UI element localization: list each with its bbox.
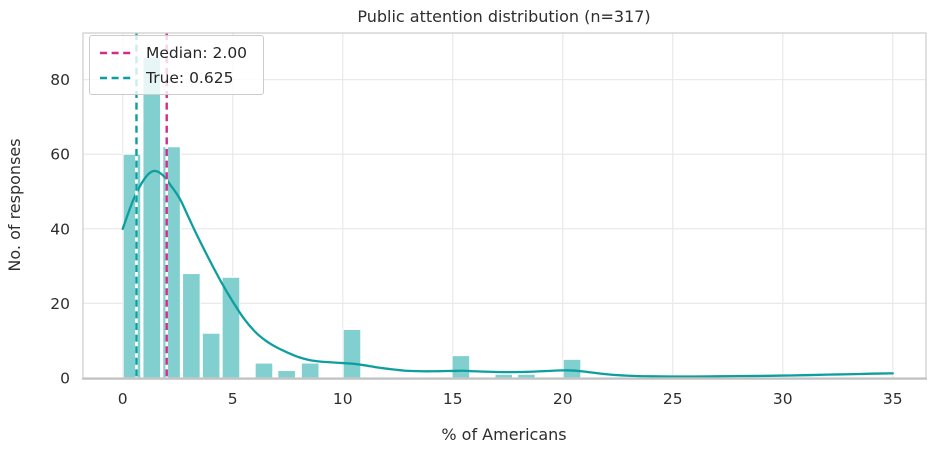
y-tick-label: 40 [50,220,70,238]
legend-item-true: True: 0.625 [99,65,247,90]
legend-item-median: Median: 2.00 [99,40,247,65]
x-tick-label: 0 [118,390,128,408]
histogram-bar [201,332,221,379]
y-tick-label: 60 [50,146,70,164]
x-tick-label: 15 [443,390,463,408]
x-axis-label: % of Americans [441,425,566,444]
histogram-bar [562,358,582,379]
histogram-bar [142,56,162,379]
histogram-bar [277,370,296,379]
x-tick-label: 25 [663,390,683,408]
histogram-bar [221,276,241,379]
true-dashed-line-swatch [100,76,132,79]
legend-label-true: True: 0.625 [146,68,234,87]
x-tick-label: 30 [773,390,793,408]
histogram-bar [342,329,362,379]
histogram-bar [182,273,201,379]
histogram-bar [451,355,471,379]
legend: Median: 2.00 True: 0.625 [89,35,265,95]
histogram-bar [300,362,320,379]
legend-label-median: Median: 2.00 [146,43,248,62]
median-dashed-line-swatch [100,51,132,54]
x-tick-label: 20 [553,390,573,408]
histogram-bar [254,362,274,379]
x-tick-label: 35 [883,390,903,408]
y-tick-label: 80 [50,71,70,89]
y-tick-label: 20 [50,295,70,313]
x-tick-label: 5 [228,390,238,408]
kde-curve [121,169,894,378]
histogram-bar [162,146,181,379]
x-tick-label: 10 [333,390,353,408]
y-axis-label: No. of responses [5,138,24,271]
chart-title: Public attention distribution (n=317) [357,7,650,26]
y-tick-label: 0 [60,370,70,388]
